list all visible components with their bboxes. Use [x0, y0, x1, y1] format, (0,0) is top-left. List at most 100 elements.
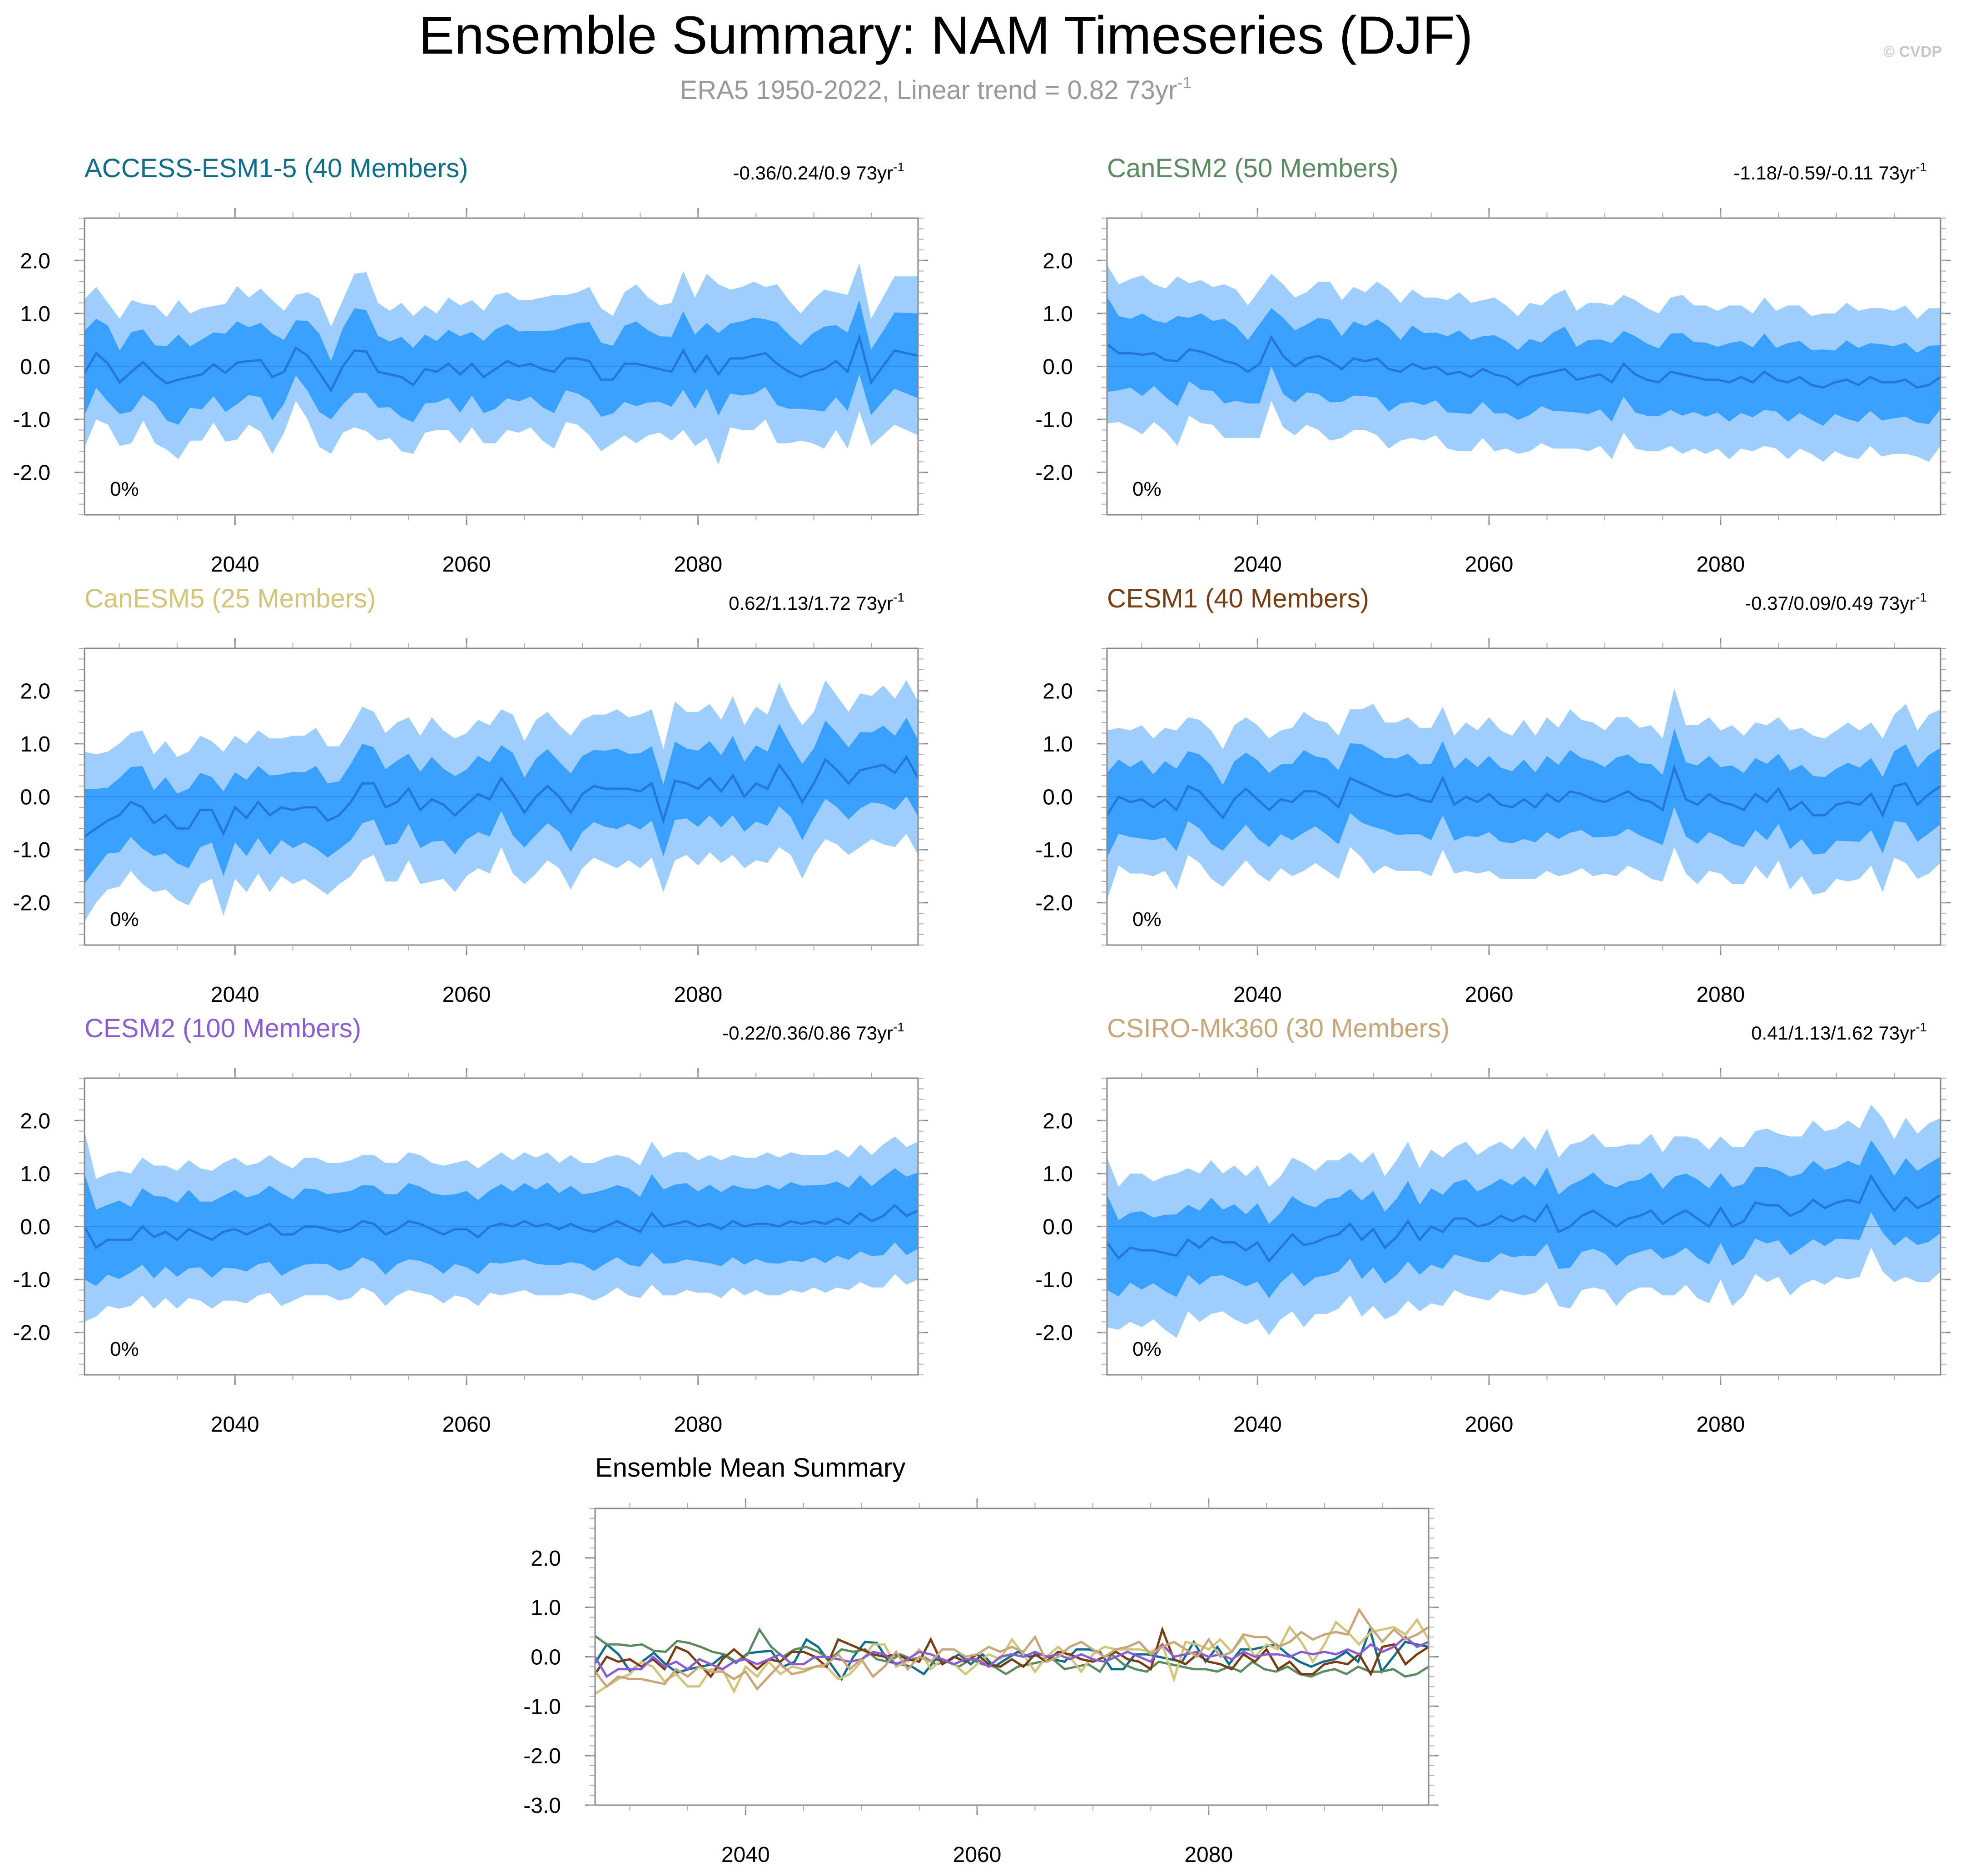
panel-title: CESM2 (100 Members): [84, 1014, 361, 1043]
y-tick-label: 0.0: [1043, 355, 1073, 379]
x-tick-label: 2080: [674, 1413, 722, 1437]
trend-value: -0.22/0.36/0.86 73yr: [722, 1022, 893, 1044]
panel-canesm2: CanESM2 (50 Members) -1.18/-0.59/-0.11 73…: [1035, 154, 1951, 577]
x-tick-label: 2080: [1696, 1413, 1745, 1437]
panel-ensemble-mean: Ensemble Mean Summary -3.0 -2.0 -1.0 0.0 1.0 2…: [523, 1453, 1439, 1867]
trend-superscript: -1: [893, 590, 904, 604]
y-tick-label: 0.0: [531, 1646, 561, 1670]
y-tick-label: -1.0: [13, 838, 50, 862]
trend-superscript: -1: [1916, 1020, 1927, 1034]
x-tick-label: 2080: [674, 983, 722, 1007]
series-line-canesm5: [594, 1617, 1430, 1695]
y-tick-label: 2.0: [1043, 249, 1073, 273]
x-tick-label: 2060: [1465, 552, 1514, 577]
percent-label: 0%: [1132, 908, 1162, 931]
y-tick-label: -2.0: [523, 1744, 561, 1768]
trend-superscript: -1: [893, 1020, 904, 1034]
y-tick-label: 2.0: [20, 679, 50, 703]
inner-spread-band: [84, 300, 918, 425]
y-tick-label: -2.0: [13, 461, 50, 485]
percent-label: 0%: [110, 1338, 139, 1360]
y-tick-label: -2.0: [1035, 891, 1073, 916]
y-tick-label: -1.0: [1035, 1268, 1073, 1292]
inner-spread-band: [84, 1168, 918, 1286]
y-tick-label: -1.0: [1035, 408, 1073, 432]
subtitle-superscript: -1: [1177, 73, 1192, 92]
trend-value: 0.62/1.13/1.72 73yr: [729, 592, 893, 614]
ensemble-mean-line: [83, 333, 918, 393]
inner-spread-band: [1107, 1140, 1941, 1298]
panel-canesm5: CanESM5 (25 Members) 0.62/1.13/1.72 73yr-…: [13, 584, 928, 1007]
panel-title: Ensemble Mean Summary: [595, 1453, 905, 1483]
x-tick-label: 2040: [1233, 983, 1282, 1007]
x-tick-label: 2060: [953, 1843, 1002, 1867]
x-tick-label: 2060: [442, 1413, 491, 1437]
percent-label: 0%: [110, 478, 139, 500]
panel-trend: -1.18/-0.59/-0.11 73yr-1: [1733, 160, 1927, 184]
x-tick-label: 2080: [1696, 552, 1745, 577]
trend-value: 0.41/1.13/1.62 73yr: [1751, 1022, 1916, 1044]
y-tick-label: 0.0: [1043, 1215, 1073, 1239]
x-tick-label: 2080: [674, 552, 722, 577]
y-tick-label: 2.0: [1043, 1109, 1073, 1133]
percent-label: 0%: [1132, 478, 1162, 500]
y-tick-label: -2.0: [13, 1321, 50, 1345]
y-tick-label: -2.0: [1035, 461, 1073, 485]
panel-trend: -0.37/0.09/0.49 73yr-1: [1745, 590, 1927, 614]
panel-trend: -0.36/0.24/0.9 73yr-1: [733, 160, 904, 184]
y-tick-label: 2.0: [1043, 679, 1073, 703]
series-line-csiro-mk360: [594, 1607, 1430, 1691]
y-tick-label: 1.0: [1043, 732, 1073, 756]
series-line-cesm2: [594, 1635, 1429, 1678]
figure-subtitle: ERA5 1950-2022, Linear trend = 0.82 73yr…: [680, 73, 1192, 105]
x-tick-label: 2060: [442, 983, 491, 1007]
percent-label: 0%: [1132, 1338, 1162, 1360]
trend-superscript: -1: [1916, 590, 1927, 604]
y-tick-label: 1.0: [1043, 1162, 1073, 1186]
panel-title: CSIRO-Mk360 (30 Members): [1107, 1014, 1450, 1043]
y-tick-label: 1.0: [20, 1162, 50, 1186]
panels: ACCESS-ESM1-5 (40 Members) -0.36/0.24/0.9…: [13, 154, 1951, 1867]
panel-trend: 0.62/1.13/1.72 73yr-1: [729, 590, 904, 614]
y-tick-label: -1.0: [13, 408, 50, 432]
y-tick-label: 2.0: [20, 249, 50, 273]
trend-value: -0.37/0.09/0.49 73yr: [1745, 592, 1916, 614]
panel-title: CanESM2 (50 Members): [1107, 154, 1398, 183]
x-tick-label: 2040: [211, 1413, 259, 1437]
panel-title: CESM1 (40 Members): [1107, 584, 1369, 613]
trend-superscript: -1: [893, 160, 904, 174]
x-tick-label: 2060: [442, 552, 491, 577]
y-tick-label: -1.0: [1035, 838, 1073, 862]
panel-trend: -0.22/0.36/0.86 73yr-1: [722, 1020, 904, 1044]
y-tick-label: 2.0: [531, 1547, 561, 1571]
inner-spread-band: [1107, 728, 1941, 858]
y-tick-label: 0.0: [20, 355, 50, 379]
x-tick-label: 2040: [1233, 1413, 1282, 1437]
y-tick-label: -3.0: [523, 1794, 561, 1818]
panel-cesm1: CESM1 (40 Members) -0.37/0.09/0.49 73yr-1…: [1035, 584, 1951, 1007]
watermark: © CVDP: [1883, 43, 1942, 60]
y-tick-label: 1.0: [531, 1596, 561, 1620]
y-tick-label: 1.0: [20, 732, 50, 756]
trend-value: -0.36/0.24/0.9 73yr: [733, 162, 894, 184]
panel-title: ACCESS-ESM1-5 (40 Members): [84, 154, 468, 183]
y-tick-label: 0.0: [1043, 786, 1073, 810]
percent-label: 0%: [110, 908, 139, 931]
series-line-canesm2: [594, 1627, 1430, 1678]
panel-title: CanESM5 (25 Members): [84, 584, 376, 613]
y-tick-label: 0.0: [20, 786, 50, 810]
x-tick-label: 2080: [1696, 983, 1745, 1007]
ensemble-mean-line: [83, 1204, 919, 1249]
panel-trend: 0.41/1.13/1.62 73yr-1: [1751, 1020, 1927, 1044]
trend-superscript: -1: [1916, 160, 1927, 174]
subtitle-text: ERA5 1950-2022, Linear trend = 0.82 73yr: [680, 75, 1177, 105]
trend-value: -1.18/-0.59/-0.11 73yr: [1733, 162, 1916, 184]
x-tick-label: 2080: [1184, 1843, 1233, 1867]
series-line-cesm1: [594, 1626, 1430, 1679]
y-tick-label: 1.0: [20, 302, 50, 326]
y-tick-label: 1.0: [1043, 302, 1073, 326]
y-tick-label: -1.0: [523, 1695, 561, 1719]
inner-spread-band: [1107, 296, 1941, 426]
panel-cesm2: CESM2 (100 Members) -0.22/0.36/0.86 73yr-…: [13, 1014, 928, 1437]
